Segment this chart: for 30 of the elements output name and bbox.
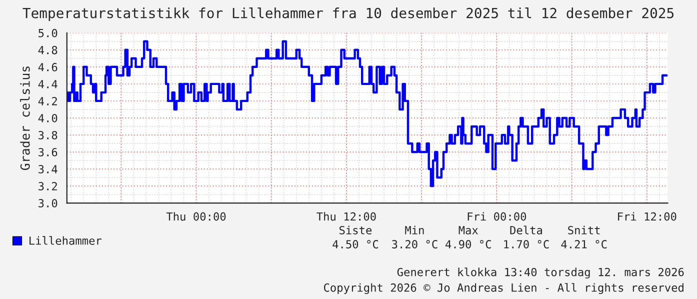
y-tick-label: 3.8 [38, 130, 58, 140]
text: 4.90 °C [446, 240, 491, 248]
text: Min [405, 226, 424, 234]
text: 4.50 °C [332, 240, 378, 248]
legend-label: Lillehammer [30, 236, 102, 245]
y-tick-label: 3.0 [38, 199, 58, 208]
text: Generert klokka 13:40 torsdag 12. mars 2026 [397, 268, 684, 278]
x-tick-label: Thu 12:00 [316, 212, 376, 221]
y-axis-title: Grader celsius [20, 66, 30, 170]
y-tick-label: 4.6 [38, 62, 58, 72]
y-tick-label: 4.8 [38, 46, 58, 54]
x-tick-label: Fri 00:00 [468, 212, 526, 221]
text: 3.20 °C [392, 240, 438, 248]
y-tick-label: 4.0 [38, 114, 58, 122]
x-tick-label: Thu 00:00 [166, 212, 226, 221]
y-tick-label: 4.4 [38, 80, 58, 88]
y-tick-label: 3.2 [38, 182, 57, 190]
y-tick-label: 3.6 [38, 148, 58, 156]
text: Snitt [568, 226, 600, 234]
text: Delta [510, 226, 542, 234]
y-tick-label: 4.2 [38, 96, 57, 106]
y-tick-label: 5.0 [38, 28, 58, 38]
text: Siste [340, 226, 372, 234]
x-tick-label: Fri 12:00 [618, 212, 676, 221]
text: 4.21 °C [561, 240, 607, 248]
y-tick-label: 3.4 [38, 165, 58, 174]
text: Max [458, 226, 478, 234]
chart-title: Temperaturstatistikk for Lillehammer fra 10 desember 2025 til 12 desember 2025 [22, 7, 674, 21]
text: 1.70 °C [504, 240, 549, 248]
text: Copyright 2026 © Jo Andreas Lien - All rights reserved [324, 283, 684, 294]
